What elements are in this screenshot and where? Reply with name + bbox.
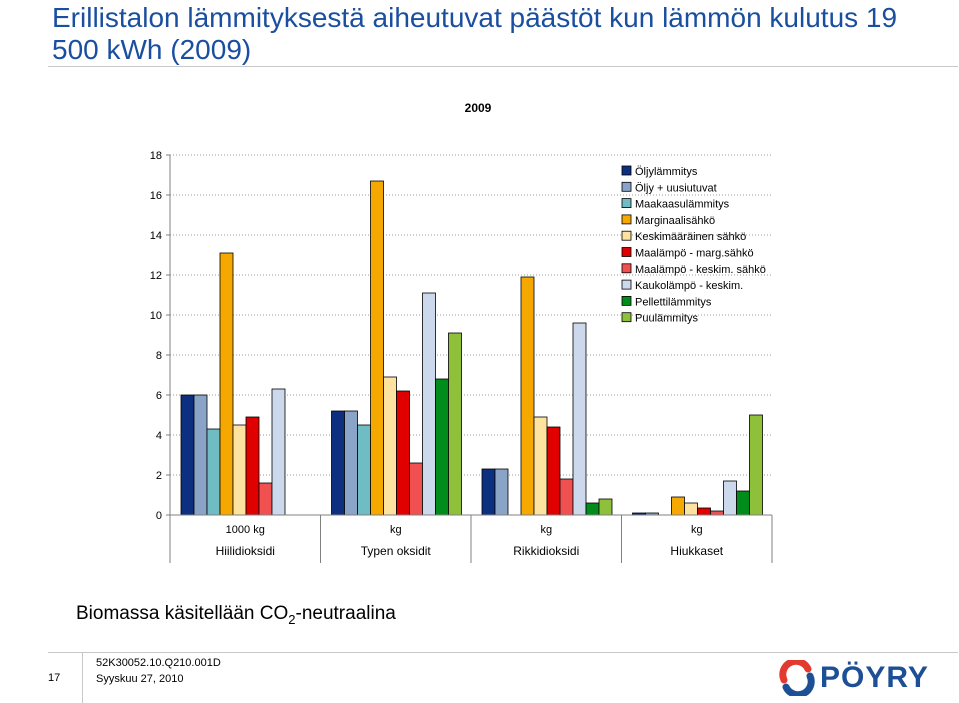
- bar: [435, 378, 449, 516]
- bar: [710, 510, 724, 516]
- bar: [383, 376, 397, 516]
- bar: [448, 332, 462, 516]
- bar: [409, 462, 423, 516]
- title-divider: [48, 66, 958, 67]
- bar: [206, 428, 221, 516]
- bar: [245, 416, 260, 516]
- y-tick-label: 16: [150, 190, 162, 202]
- legend-swatch: [621, 263, 632, 274]
- bar: [331, 410, 345, 516]
- legend-swatch: [621, 295, 632, 306]
- bar: [546, 426, 561, 516]
- emissions-bar-chart: 0 2 4 6 8 10 12 14 16 18 1000 kg Hiilidioksidi kg Typ…: [150, 101, 773, 563]
- bar: [559, 478, 574, 516]
- legend-label: Öljylämmitys: [635, 166, 698, 178]
- bar: [396, 390, 410, 516]
- legend: Öljylämmitys Öljy + uusiutuvat Maakaasuläm…: [621, 165, 766, 325]
- bar: [520, 276, 535, 516]
- slide-title: Erillistalon lämmityksestä aiheutuvat pä…: [52, 2, 898, 65]
- bar: [219, 252, 234, 516]
- note-prefix: Biomassa käsitellään CO: [76, 603, 289, 624]
- category-unit-label: kg: [691, 524, 703, 536]
- bar: [598, 498, 613, 516]
- category-name-label: Hiukkaset: [670, 544, 723, 558]
- category-unit-label: kg: [390, 524, 402, 536]
- category-unit-label: 1000 kg: [226, 524, 265, 536]
- legend-swatch: [621, 181, 632, 192]
- poyry-logo-icon: [779, 657, 815, 699]
- legend-label: Maalämpö - marg.sähkö: [635, 248, 754, 260]
- legend-swatch: [621, 247, 632, 257]
- bar: [671, 496, 685, 516]
- legend-swatch: [621, 312, 632, 323]
- bar: [422, 292, 436, 516]
- category-unit-label: kg: [540, 524, 552, 536]
- bar: [533, 416, 548, 516]
- bar: [697, 507, 711, 516]
- bar: [258, 482, 273, 516]
- bar: [494, 468, 509, 516]
- document-date: Syyskuu 27, 2010: [96, 673, 184, 685]
- legend-label: Puulämmitys: [635, 313, 698, 325]
- legend-label: Keskimääräinen sähkö: [635, 231, 746, 243]
- bar: [481, 468, 496, 516]
- y-tick-label: 2: [156, 470, 162, 482]
- category-name-label: Rikkidioksidi: [513, 544, 579, 558]
- grid-lines: [170, 154, 772, 476]
- bar-group: [180, 180, 763, 516]
- bar: [357, 424, 371, 516]
- bar: [232, 424, 247, 516]
- legend-swatch: [621, 198, 632, 209]
- legend-swatch: [621, 279, 632, 290]
- category-name-label: Hiilidioksidi: [216, 544, 275, 558]
- bar: [193, 394, 208, 516]
- logo-wordmark: PÖYRY: [820, 661, 929, 694]
- bar: [736, 490, 750, 516]
- footer-divider: [48, 652, 958, 653]
- legend-label: Kaukolämpö - keskim.: [635, 280, 743, 292]
- note-subscript: 2: [288, 611, 296, 627]
- bar: [572, 322, 587, 516]
- legend-swatch: [621, 230, 632, 241]
- legend-label: Maalämpö - keskim. sähkö: [635, 264, 766, 276]
- y-tick-label: 6: [156, 390, 162, 402]
- y-tick-label: 0: [156, 510, 162, 522]
- legend-swatch: [621, 214, 632, 225]
- bar: [585, 502, 600, 516]
- y-tick-label: 12: [150, 270, 162, 282]
- bar: [684, 502, 698, 516]
- bar: [180, 394, 195, 516]
- page-number: 17: [48, 672, 61, 684]
- bar: [749, 414, 763, 516]
- bar: [344, 410, 358, 516]
- poyry-logo: PÖYRY: [778, 657, 950, 699]
- biomass-note: Biomassa käsitellään CO2-neutraalina: [76, 603, 396, 627]
- footer-separator: [82, 652, 83, 703]
- y-tick-label: 10: [150, 310, 162, 322]
- legend-swatch: [621, 165, 632, 176]
- bar: [370, 180, 384, 516]
- category-name-label: Typen oksidit: [361, 544, 432, 558]
- chart-title: 2009: [465, 101, 492, 115]
- legend-label: Öljy + uusiutuvat: [635, 182, 717, 194]
- legend-label: Pellettilämmitys: [635, 296, 712, 308]
- y-tick-label: 8: [156, 350, 162, 362]
- y-tick-label: 14: [150, 230, 162, 242]
- y-tick-label: 4: [156, 430, 162, 442]
- note-suffix: -neutraalina: [295, 603, 396, 624]
- axes: 0 2 4 6 8 10 12 14 16 18 1000 kg Hiilidioksidi kg Typ…: [150, 150, 773, 563]
- bar: [271, 388, 286, 516]
- bar: [723, 480, 737, 516]
- y-tick-label: 18: [150, 150, 162, 162]
- legend-label: Maakaasulämmitys: [635, 199, 730, 211]
- legend-label: Marginaalisähkö: [635, 215, 715, 227]
- document-code: 52K30052.10.Q210.001D: [96, 657, 221, 669]
